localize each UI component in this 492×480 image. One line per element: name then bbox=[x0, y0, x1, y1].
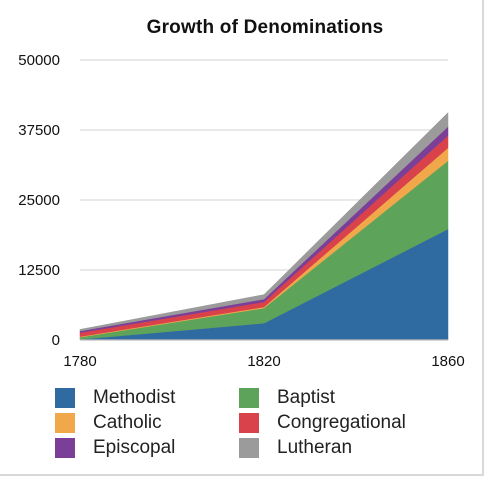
legend-label: Episcopal bbox=[93, 437, 176, 458]
legend-item: Baptist bbox=[239, 386, 335, 410]
legend-item: Catholic bbox=[55, 411, 162, 435]
x-tick-label: 1860 bbox=[431, 353, 464, 370]
legend-swatch bbox=[239, 388, 259, 408]
y-tick-label: 12500 bbox=[18, 262, 60, 279]
area-series-lutheran bbox=[79, 112, 449, 332]
legend-item: Episcopal bbox=[55, 436, 175, 460]
chart-title: Growth of Denominations bbox=[146, 17, 384, 38]
legend-item: Congregational bbox=[239, 411, 406, 435]
legend-label: Methodist bbox=[93, 387, 176, 408]
legend-swatch bbox=[55, 388, 75, 408]
legend-label: Congregational bbox=[277, 412, 406, 433]
legend-label: Lutheran bbox=[277, 437, 353, 458]
x-tick-label: 1820 bbox=[247, 353, 280, 370]
y-tick-label: 0 bbox=[52, 332, 60, 349]
legend-item: Lutheran bbox=[239, 436, 352, 460]
legend-item: Methodist bbox=[55, 386, 175, 410]
y-tick-label: 25000 bbox=[18, 192, 60, 209]
legend-label: Catholic bbox=[93, 412, 162, 433]
legend-swatch bbox=[55, 438, 75, 458]
y-tick-label: 37500 bbox=[18, 122, 60, 139]
legend-swatch bbox=[239, 438, 259, 458]
chart-card: Growth of Denominations 0 12500 25000 37500… bbox=[0, 0, 484, 476]
legend-label: Baptist bbox=[277, 387, 336, 408]
y-tick-label: 50000 bbox=[18, 52, 60, 69]
x-tick-label: 1780 bbox=[63, 353, 96, 370]
legend-swatch bbox=[55, 413, 75, 433]
legend-swatch bbox=[239, 413, 259, 433]
